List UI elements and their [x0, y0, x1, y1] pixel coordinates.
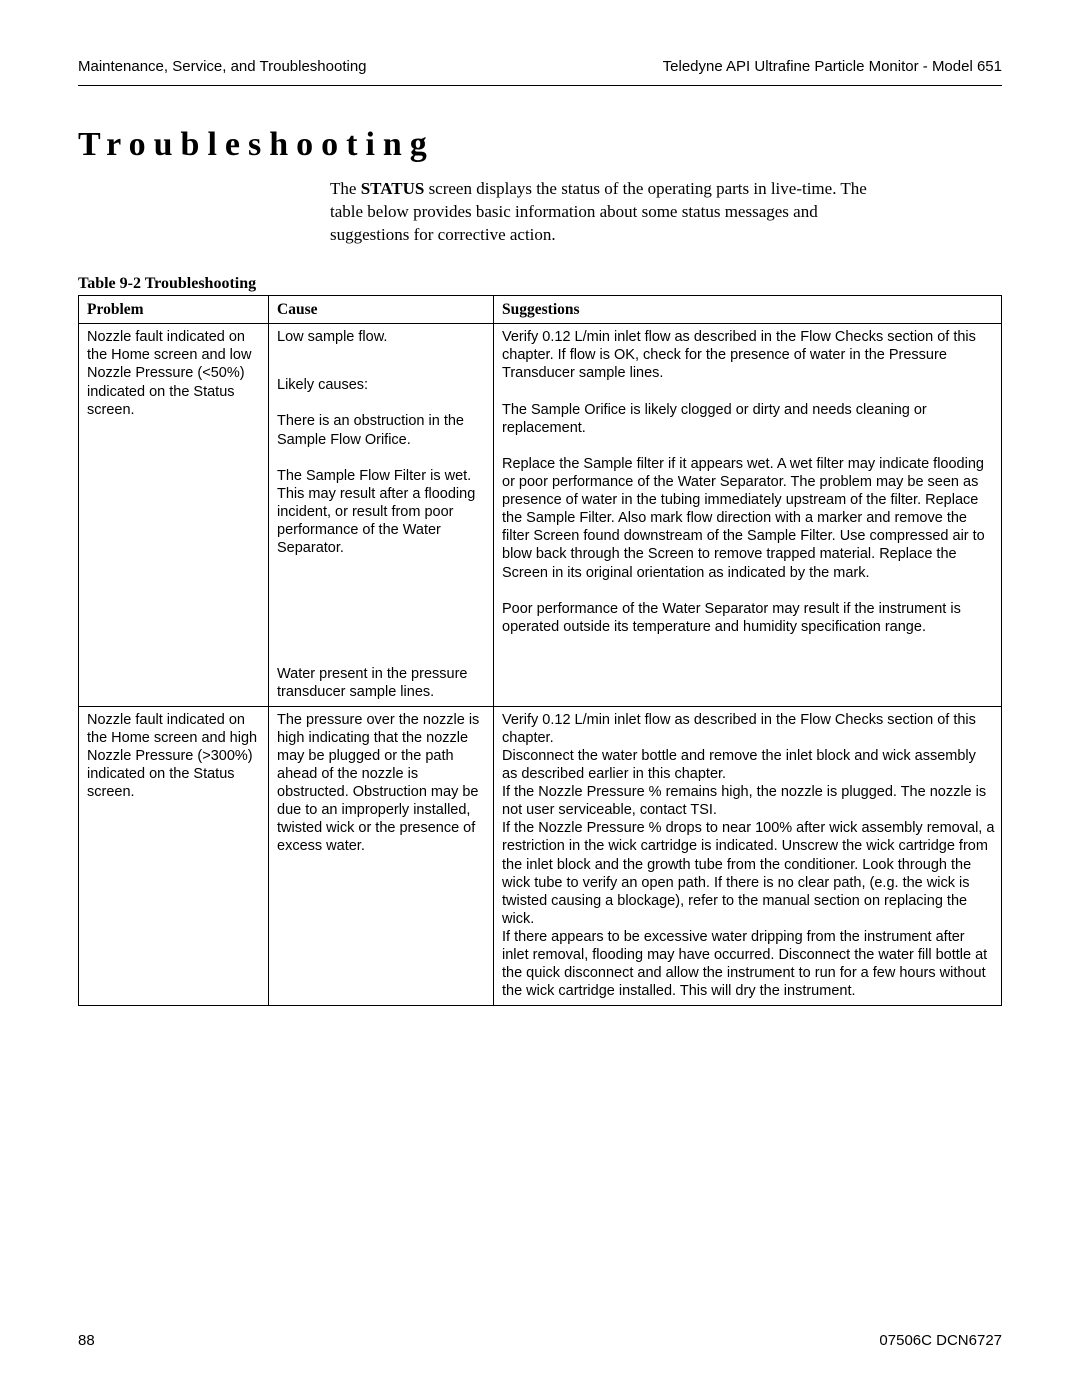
- intro-paragraph: The STATUS screen displays the status of…: [330, 178, 890, 247]
- table-caption: Table 9-2 Troubleshooting: [78, 275, 1002, 293]
- cell-suggestion: Verify 0.12 L/min inlet flow as describe…: [494, 324, 1002, 706]
- sugg-para: Disconnect the water bottle and remove t…: [502, 747, 995, 783]
- cell-suggestion: Verify 0.12 L/min inlet flow as describe…: [494, 706, 1002, 1005]
- doc-id: 07506C DCN6727: [879, 1332, 1002, 1349]
- table-row: Nozzle fault indicated on the Home scree…: [79, 706, 1002, 1005]
- sugg-para: If the Nozzle Pressure % drops to near 1…: [502, 819, 995, 928]
- cause-block: Water present in the pressure transducer…: [277, 665, 487, 701]
- sugg-block: Poor performance of the Water Separator …: [502, 600, 995, 636]
- sugg-para: If there appears to be excessive water d…: [502, 928, 995, 1001]
- cell-cause: The pressure over the nozzle is high ind…: [269, 706, 494, 1005]
- col-header-cause: Cause: [269, 295, 494, 323]
- cell-cause: Low sample flow. Likely causes: There is…: [269, 324, 494, 706]
- sugg-para: If the Nozzle Pressure % remains high, t…: [502, 783, 995, 819]
- intro-before: The: [330, 179, 361, 198]
- sugg-para: Verify 0.12 L/min inlet flow as describe…: [502, 711, 995, 747]
- intro-lead: STATUS: [361, 179, 425, 198]
- cause-block: Low sample flow.: [277, 328, 487, 346]
- cause-block: The Sample Flow Filter is wet. This may …: [277, 467, 487, 558]
- header-left: Maintenance, Service, and Troubleshootin…: [78, 58, 367, 75]
- section-title: Troubleshooting: [78, 126, 1002, 164]
- sugg-block: Verify 0.12 L/min inlet flow as describe…: [502, 328, 995, 382]
- col-header-suggestions: Suggestions: [494, 295, 1002, 323]
- cause-block: Likely causes:: [277, 376, 487, 394]
- header-right: Teledyne API Ultrafine Particle Monitor …: [663, 58, 1002, 75]
- cell-problem: Nozzle fault indicated on the Home scree…: [79, 706, 269, 1005]
- cause-block: There is an obstruction in the Sample Fl…: [277, 412, 487, 448]
- header-divider: [78, 85, 1002, 86]
- sugg-block: Replace the Sample filter if it appears …: [502, 455, 995, 582]
- table-header-row: Problem Cause Suggestions: [79, 295, 1002, 323]
- col-header-problem: Problem: [79, 295, 269, 323]
- cell-problem: Nozzle fault indicated on the Home scree…: [79, 324, 269, 706]
- page-number: 88: [78, 1332, 95, 1349]
- sugg-block: The Sample Orifice is likely clogged or …: [502, 401, 995, 437]
- table-row: Nozzle fault indicated on the Home scree…: [79, 324, 1002, 706]
- troubleshooting-table: Problem Cause Suggestions Nozzle fault i…: [78, 295, 1002, 1006]
